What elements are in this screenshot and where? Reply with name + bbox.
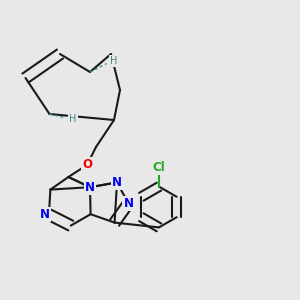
Text: N: N xyxy=(40,208,50,221)
Text: H: H xyxy=(110,56,118,66)
Text: O: O xyxy=(82,158,92,172)
Text: N: N xyxy=(85,181,95,194)
Text: N: N xyxy=(112,176,122,189)
Text: H: H xyxy=(69,114,76,124)
Text: N: N xyxy=(123,197,134,210)
Text: Cl: Cl xyxy=(153,160,165,174)
